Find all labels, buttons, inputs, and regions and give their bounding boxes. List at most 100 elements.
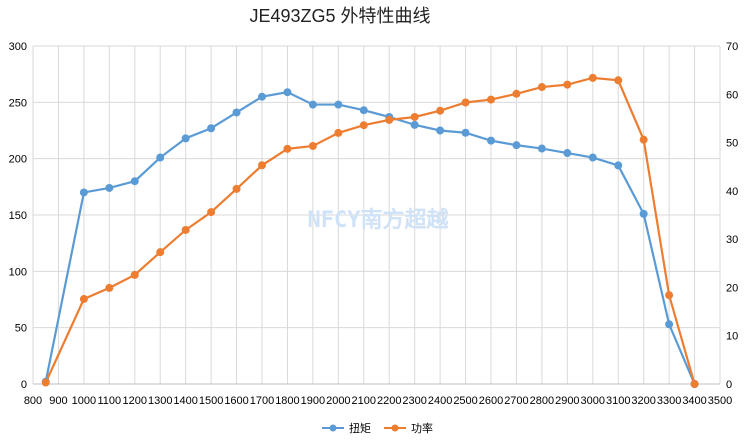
x-tick-label: 1900: [301, 395, 325, 407]
series-1-point: [232, 108, 241, 117]
series-1-point: [258, 92, 266, 101]
series-1-point: [79, 188, 88, 197]
series-2-point: [690, 380, 699, 388]
series-1-point: [181, 134, 190, 143]
x-tick-label: 2200: [377, 395, 401, 407]
y-left-tick-label: 50: [15, 323, 27, 335]
y-left-tick-label: 250: [9, 97, 27, 109]
y-right-tick-label: 20: [726, 282, 738, 294]
series-2-point: [232, 184, 241, 193]
y-left-tick-label: 200: [9, 154, 27, 166]
series-1-point: [487, 136, 495, 145]
x-tick-label: 3400: [682, 395, 706, 407]
x-tick-label: 2500: [453, 395, 477, 407]
series-1-point: [563, 149, 572, 158]
series-2-point: [334, 128, 343, 137]
series-1-point: [410, 120, 419, 129]
x-tick-label: 1300: [148, 395, 172, 407]
series-2-point: [41, 378, 50, 387]
series-1-point: [614, 161, 623, 170]
series-2-point: [436, 106, 445, 115]
series-line-1: [44, 91, 696, 385]
series-1-point: [334, 100, 343, 109]
chart-title: JE493ZG5 外特性曲线: [249, 6, 430, 26]
series-1-point: [461, 128, 470, 137]
series-1-point: [308, 100, 317, 109]
series-2-point: [156, 248, 165, 257]
x-tick-label: 2300: [402, 395, 426, 407]
legend-marker-1: [329, 424, 337, 432]
series-2-point: [308, 141, 317, 150]
x-tick-label: 3300: [657, 395, 681, 407]
series-2-point: [79, 295, 88, 304]
legend-label-1: 扭矩: [349, 421, 371, 435]
y-left-tick-label: 0: [21, 379, 27, 391]
y-right-tick-label: 70: [726, 41, 738, 53]
series-2-point: [283, 144, 292, 153]
series-2-point: [588, 73, 597, 82]
series-2-point: [258, 161, 266, 170]
y-left-tick-label: 150: [9, 210, 27, 222]
x-tick-label: 1200: [123, 395, 147, 407]
x-tick-label: 2800: [530, 395, 554, 407]
series-2-point: [639, 135, 648, 144]
y-left-tick-label: 300: [9, 41, 27, 53]
x-tick-label: 3100: [606, 395, 630, 407]
x-tick-label: 3500: [708, 395, 732, 407]
x-tick-label: 1600: [224, 395, 248, 407]
x-tick-label: 1100: [98, 395, 122, 407]
series-2-point: [487, 95, 495, 104]
series-line-2: [44, 76, 696, 385]
series-2-point: [385, 115, 394, 124]
y-left-tick-label: 100: [9, 266, 27, 278]
series-1-point: [283, 88, 292, 97]
series-1-point: [537, 144, 546, 153]
series-2-point: [614, 76, 623, 85]
legend-marker-2: [391, 424, 399, 432]
y-right-tick-label: 60: [726, 89, 738, 101]
series-1-point: [588, 153, 597, 162]
x-tick-label: 1800: [275, 395, 299, 407]
series-2-point: [512, 89, 521, 98]
series-1-point: [207, 124, 216, 133]
x-tick-label: 800: [24, 395, 42, 407]
series-2-point: [105, 283, 114, 292]
series-2-point: [359, 121, 368, 130]
series-1-point: [105, 183, 114, 192]
x-tick-label: 2100: [352, 395, 376, 407]
x-tick-label: 2400: [428, 395, 452, 407]
y-right-tick-label: 0: [726, 379, 732, 391]
series-1-point: [156, 153, 165, 162]
series-2-point: [665, 291, 674, 300]
y-right-tick-label: 30: [726, 234, 738, 246]
series-2-point: [181, 225, 190, 234]
series-2-point: [461, 98, 470, 107]
x-tick-label: 2600: [479, 395, 503, 407]
x-tick-label: 1500: [199, 395, 223, 407]
series-2-point: [130, 270, 139, 279]
series-2-point: [207, 208, 216, 217]
series-2-point: [563, 80, 572, 89]
series-1-point: [130, 177, 139, 186]
series-1-point: [665, 320, 674, 329]
x-tick-label: 900: [49, 395, 67, 407]
x-tick-label: 3000: [581, 395, 605, 407]
series-group: [41, 73, 699, 388]
x-tick-label: 2700: [504, 395, 528, 407]
x-tick-label: 2900: [555, 395, 579, 407]
axes: 800 900 1000 1100 1200 1300 1400 1500 1600 1700 18…: [9, 41, 739, 407]
series-1-point: [359, 106, 368, 115]
legend: 扭矩 功率: [322, 421, 433, 435]
x-tick-label: 1400: [173, 395, 197, 407]
y-right-tick-label: 10: [726, 331, 738, 343]
series-1-point: [639, 209, 648, 218]
x-tick-label: 1700: [250, 395, 274, 407]
legend-label-2: 功率: [411, 421, 433, 435]
y-right-tick-label: 50: [726, 138, 738, 150]
series-2-point: [537, 83, 546, 92]
y-right-tick-label: 40: [726, 186, 738, 198]
series-2-point: [410, 112, 419, 121]
x-tick-label: 1000: [72, 395, 96, 407]
series-1-point: [436, 126, 445, 135]
